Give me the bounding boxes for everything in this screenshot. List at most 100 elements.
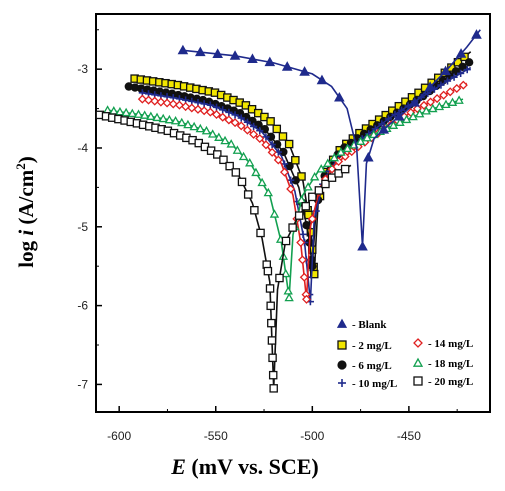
data-point xyxy=(260,112,269,122)
data-point xyxy=(263,266,273,276)
legend-item: - 2 mg/L xyxy=(337,340,392,352)
data-point xyxy=(301,201,310,211)
data-point xyxy=(384,115,393,123)
data-point xyxy=(115,106,125,116)
data-point xyxy=(225,108,233,116)
data-point xyxy=(363,151,374,162)
data-point xyxy=(232,145,243,154)
data-point xyxy=(139,110,150,119)
data-point xyxy=(273,155,283,165)
y-axis-close: ) xyxy=(14,156,38,163)
data-point xyxy=(121,107,131,117)
data-point xyxy=(371,125,379,133)
data-point xyxy=(458,62,467,72)
legend-label: - 20 mg/L xyxy=(428,376,473,388)
data-point xyxy=(212,103,221,111)
data-point xyxy=(242,125,252,135)
data-point xyxy=(146,111,156,120)
data-point xyxy=(327,164,337,174)
data-point xyxy=(219,155,228,165)
data-point xyxy=(164,114,175,124)
legend-item: - 6 mg/L xyxy=(337,360,392,372)
y-axis-unit: (A/cm xyxy=(14,169,38,230)
data-point xyxy=(308,192,317,202)
data-point xyxy=(434,101,445,111)
data-point xyxy=(323,158,333,167)
data-point xyxy=(269,384,278,393)
data-point xyxy=(236,121,246,131)
data-point xyxy=(231,168,241,177)
data-point xyxy=(362,132,372,142)
series-10-mg-l xyxy=(138,66,472,306)
y-tick-label: -7 xyxy=(77,377,88,391)
data-point xyxy=(395,117,405,126)
x-tick-label: -600 xyxy=(107,429,131,443)
legend-item: - 18 mg/L xyxy=(412,357,473,370)
data-point xyxy=(437,81,445,89)
data-point xyxy=(393,110,405,121)
data-point xyxy=(168,99,178,109)
data-point xyxy=(201,125,212,135)
data-point xyxy=(195,123,205,133)
data-point xyxy=(275,273,284,283)
data-point xyxy=(464,58,474,67)
data-point xyxy=(378,120,386,128)
series-line xyxy=(182,29,481,247)
legend-marker xyxy=(413,376,423,386)
data-point xyxy=(424,81,436,91)
data-point xyxy=(194,46,206,57)
data-point xyxy=(334,169,343,178)
data-point xyxy=(471,29,482,39)
data-point xyxy=(281,236,291,246)
data-point xyxy=(432,94,442,104)
data-point xyxy=(452,83,462,93)
data-point xyxy=(187,103,197,113)
data-point xyxy=(424,89,432,97)
data-point xyxy=(181,102,191,112)
legend: - Blank - 2 mg/L - 6 mg/L - 10 mg/L - 14 mg/… xyxy=(336,318,473,390)
y-axis-superscript: 2 xyxy=(13,163,28,170)
data-point xyxy=(174,100,184,110)
data-point xyxy=(218,112,228,122)
data-point xyxy=(408,111,418,121)
data-point xyxy=(334,92,345,102)
data-point xyxy=(299,66,310,76)
data-point xyxy=(265,284,275,293)
data-point xyxy=(355,136,366,145)
data-point xyxy=(158,113,168,123)
x-tick-label: -550 xyxy=(204,429,228,443)
data-point xyxy=(199,106,209,116)
data-point xyxy=(299,272,309,282)
data-point xyxy=(302,221,311,230)
data-point xyxy=(307,214,317,224)
data-point xyxy=(266,117,275,126)
legend-item: - 20 mg/L xyxy=(413,376,473,388)
data-point xyxy=(229,50,241,60)
data-point xyxy=(193,104,203,114)
data-point xyxy=(321,179,330,189)
data-point xyxy=(299,230,307,238)
data-point xyxy=(219,106,227,114)
data-point xyxy=(251,167,261,177)
data-point xyxy=(231,111,239,119)
x-axis-text: (mV vs. SCE) xyxy=(186,454,319,479)
data-point xyxy=(269,209,280,218)
data-point xyxy=(388,120,399,129)
data-point xyxy=(245,158,255,167)
y-tick-label: -6 xyxy=(77,299,88,313)
data-point xyxy=(281,268,291,278)
legend-item: - Blank xyxy=(336,318,387,331)
data-point xyxy=(238,151,249,161)
data-point xyxy=(316,74,328,85)
data-point xyxy=(237,177,247,187)
data-point xyxy=(443,77,452,85)
legend-marker xyxy=(337,360,347,370)
data-point xyxy=(250,205,259,215)
series-blank xyxy=(177,29,482,251)
data-point xyxy=(281,61,293,71)
data-point xyxy=(243,190,253,199)
legend-label: - 18 mg/L xyxy=(428,358,473,370)
data-point xyxy=(425,97,436,107)
data-point xyxy=(414,108,425,118)
